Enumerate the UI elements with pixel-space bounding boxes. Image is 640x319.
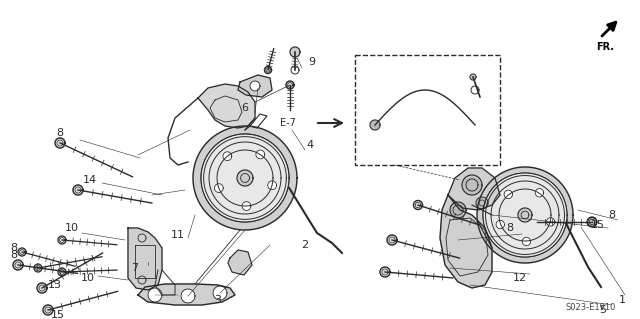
Polygon shape — [58, 268, 66, 276]
Polygon shape — [237, 170, 253, 186]
Polygon shape — [213, 286, 227, 300]
Polygon shape — [181, 289, 195, 303]
Polygon shape — [18, 248, 26, 256]
Polygon shape — [138, 284, 235, 305]
Text: 8: 8 — [609, 210, 616, 220]
Polygon shape — [148, 288, 162, 302]
Polygon shape — [128, 228, 162, 290]
Polygon shape — [250, 81, 260, 91]
Text: 4: 4 — [307, 140, 314, 150]
Polygon shape — [268, 181, 276, 190]
Text: 8: 8 — [10, 250, 17, 260]
Polygon shape — [587, 217, 597, 227]
Polygon shape — [290, 47, 300, 57]
Polygon shape — [496, 220, 504, 229]
Polygon shape — [476, 197, 488, 209]
Text: 9: 9 — [308, 57, 316, 67]
Text: S023-E1910: S023-E1910 — [565, 303, 616, 313]
Polygon shape — [242, 202, 251, 211]
Polygon shape — [286, 81, 294, 89]
Text: 8: 8 — [10, 243, 17, 253]
Polygon shape — [413, 201, 422, 210]
Text: FR.: FR. — [596, 42, 614, 52]
Polygon shape — [198, 84, 255, 128]
Polygon shape — [470, 74, 476, 80]
Polygon shape — [504, 190, 513, 199]
Text: 15: 15 — [51, 310, 65, 319]
Text: 14: 14 — [83, 175, 97, 185]
Polygon shape — [43, 305, 53, 315]
Polygon shape — [387, 235, 397, 245]
Polygon shape — [483, 173, 567, 257]
Polygon shape — [518, 208, 532, 222]
Text: 15: 15 — [591, 220, 605, 230]
Text: 6: 6 — [241, 103, 248, 113]
Polygon shape — [228, 250, 252, 275]
Polygon shape — [547, 218, 555, 226]
Polygon shape — [13, 260, 23, 270]
Polygon shape — [440, 195, 492, 288]
Text: 3: 3 — [214, 295, 221, 305]
Polygon shape — [223, 152, 232, 160]
Polygon shape — [34, 264, 42, 272]
Text: 10: 10 — [81, 273, 95, 283]
Text: E-7: E-7 — [280, 118, 296, 128]
Polygon shape — [73, 185, 83, 195]
Text: 1: 1 — [618, 295, 625, 305]
Polygon shape — [535, 189, 543, 197]
Polygon shape — [55, 138, 65, 148]
Polygon shape — [380, 267, 390, 277]
Polygon shape — [201, 134, 289, 222]
Polygon shape — [193, 126, 297, 230]
Polygon shape — [450, 202, 466, 218]
Polygon shape — [264, 66, 271, 73]
Text: 5: 5 — [600, 305, 607, 315]
Polygon shape — [58, 236, 66, 244]
Text: 8: 8 — [506, 223, 513, 233]
Polygon shape — [214, 184, 223, 192]
Text: 10: 10 — [65, 223, 79, 233]
Polygon shape — [588, 218, 596, 226]
Polygon shape — [256, 150, 265, 159]
Polygon shape — [448, 168, 500, 210]
Polygon shape — [522, 237, 531, 246]
Text: 7: 7 — [131, 263, 139, 273]
Text: 8: 8 — [56, 128, 63, 138]
Text: 11: 11 — [171, 230, 185, 240]
Polygon shape — [462, 175, 482, 195]
Text: 2: 2 — [301, 240, 308, 250]
Polygon shape — [238, 75, 272, 97]
Text: 12: 12 — [513, 273, 527, 283]
Text: 13: 13 — [48, 280, 62, 290]
Polygon shape — [370, 120, 380, 130]
Polygon shape — [37, 283, 47, 293]
Polygon shape — [477, 167, 573, 263]
Bar — [355, 55, 500, 165]
